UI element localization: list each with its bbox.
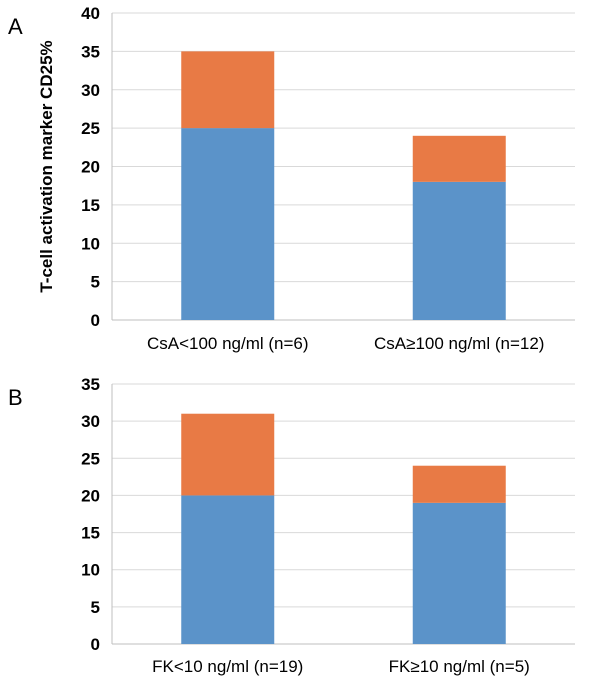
y-tick-label: 40	[81, 4, 100, 23]
bar-segment-top	[412, 135, 506, 182]
y-tick-label: 25	[81, 119, 100, 138]
y-tick-label: 15	[81, 196, 100, 215]
x-category-label: FK<10 ng/ml (n=19)	[152, 657, 303, 676]
panel-b: B 0 5 10 15 20 25 30 35 FK<10 ng/ml (n=19) FK≥10 n…	[8, 375, 575, 676]
x-category-label: FK≥10 ng/ml (n=5)	[389, 657, 530, 676]
y-tick-label: 0	[91, 635, 100, 654]
y-tick-label: 25	[81, 449, 100, 468]
y-tick-label: 15	[81, 524, 100, 543]
x-category-label: CsA≥100 ng/ml (n=12)	[374, 334, 544, 353]
panel-letter: B	[8, 385, 23, 410]
y-tick-label: 30	[81, 81, 100, 100]
x-category-label: CsA<100 ng/ml (n=6)	[147, 334, 309, 353]
y-tick-label: 30	[81, 412, 100, 431]
bar-segment-bottom	[181, 495, 275, 644]
bar-segment-top	[181, 51, 275, 129]
y-axis-title: T-cell activation marker CD25%	[37, 40, 56, 292]
y-tick-label: 5	[91, 273, 100, 292]
bar-segment-bottom	[412, 181, 506, 320]
panel-a: A 0 5 10 15 20 25 30 35 40 T-cell activation marke…	[8, 4, 575, 353]
y-tick-label: 20	[81, 158, 100, 177]
y-tick-label: 10	[81, 234, 100, 253]
bar-segment-bottom	[181, 128, 275, 320]
bar-segment-top	[181, 413, 275, 496]
y-tick-label: 10	[81, 561, 100, 580]
y-tick-label: 0	[91, 311, 100, 330]
y-tick-label: 5	[91, 598, 100, 617]
y-tick-label: 20	[81, 486, 100, 505]
bar-segment-top	[412, 465, 506, 503]
y-tick-label: 35	[81, 42, 100, 61]
y-tick-label: 35	[81, 375, 100, 394]
bar-segment-bottom	[412, 502, 506, 644]
panel-letter: A	[8, 14, 23, 39]
